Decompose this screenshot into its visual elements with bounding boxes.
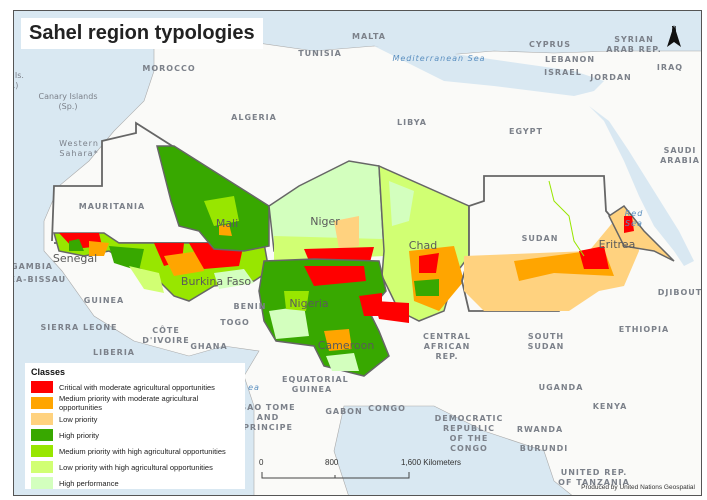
label-egypt: EGYPT <box>509 127 543 136</box>
label-equatorial-guinea: EQUATORIAL GUINEA <box>282 375 349 394</box>
legend-swatch <box>31 381 53 393</box>
label-togo: TOGO <box>220 318 250 327</box>
label-red-sea: Red Sea <box>624 209 644 228</box>
credit-text: Produced by United Nations Geospatial <box>581 484 695 491</box>
label-cameroon: Cameroon <box>317 339 375 352</box>
scale-tick-800: 800 <box>325 458 339 467</box>
label-algeria: ALGERIA <box>231 113 277 122</box>
label-madeira: ra Is. t.) <box>13 71 24 90</box>
label-iraq: IRAQ <box>656 63 684 72</box>
label-djibouti: DJIBOUTI <box>657 288 702 297</box>
legend-swatch <box>31 477 53 489</box>
label-gabon: GABON <box>325 407 363 416</box>
label-guinea-bissau: NEA-BISSAU <box>14 275 67 284</box>
legend-label: High performance <box>59 478 119 488</box>
label-mali: Mali <box>215 217 239 230</box>
label-burkina-faso: Burkina Faso <box>180 275 252 288</box>
label-lebanon: LEBANON <box>544 55 596 64</box>
label-rwanda: RWANDA <box>516 425 564 434</box>
label-central-african-rep: CENTRAL AFRICAN REP. <box>423 332 471 361</box>
label-guinea: GUINEA <box>83 296 125 305</box>
map-title: Sahel region typologies <box>21 18 263 49</box>
legend-label: Medium priority with moderate agricultur… <box>59 394 199 412</box>
legend-item: High performance <box>31 475 239 491</box>
label-liberia: LIBERIA <box>93 348 135 357</box>
legend-label: Low priority with high agricultural oppo… <box>59 462 213 472</box>
label-cote-divoire: CÔTE D'IVOIRE <box>142 326 190 345</box>
label-uganda: UGANDA <box>538 383 584 392</box>
legend-item: Low priority <box>31 411 239 427</box>
label-tanzania: UNITED REP. OF TANZANIA <box>558 468 630 487</box>
label-tunisia: TUNISIA <box>298 49 342 58</box>
label-chad: Chad <box>408 239 438 252</box>
label-niger: Niger <box>310 215 340 228</box>
label-jordan: JORDAN <box>590 73 632 82</box>
legend-item: Medium priority with high agricultural o… <box>31 443 239 459</box>
legend-label: Medium priority with high agricultural o… <box>59 446 226 456</box>
label-israel: ISRAEL <box>544 68 582 77</box>
label-mauritania: MAURITANIA <box>78 202 146 211</box>
legend-heading: Classes <box>31 367 66 377</box>
map-canvas <box>43 11 701 495</box>
label-cyprus: CYPRUS <box>529 40 571 49</box>
mali-region <box>156 145 270 252</box>
label-senegal: Senegal <box>52 252 98 265</box>
legend-label: Low priority <box>59 414 98 424</box>
label-drc: DEMOCRATIC REPUBLIC OF THE CONGO <box>434 414 504 453</box>
legend-swatch <box>31 429 53 441</box>
legend: Classes Critical with moderate agricultu… <box>25 363 245 489</box>
label-south-sudan: SOUTH SUDAN <box>527 332 565 351</box>
label-syria: SYRIAN ARAB REP. <box>606 35 662 54</box>
map[interactable]: MOROCCO ALGERIA TUNISIA MALTA LIBYA EGYP… <box>13 10 702 496</box>
legend-item: Medium priority with moderate agricultur… <box>31 394 239 412</box>
label-benin: BENIN <box>233 302 267 311</box>
label-saudi-arabia: SAUDI ARABIA <box>660 146 700 165</box>
north-arrow-icon: N <box>666 25 682 47</box>
label-sao-tome: SAO TOME AND PRINCIPE <box>240 403 296 432</box>
legend-label: High priority <box>59 430 100 440</box>
label-gulf-sea: ea <box>248 383 260 392</box>
legend-swatch <box>31 445 53 457</box>
red-sea <box>589 106 694 266</box>
scale-tick-1600: 1,600 Kilometers <box>401 458 462 467</box>
nile-river <box>548 180 585 257</box>
label-burundi: BURUNDI <box>519 444 569 453</box>
legend-label: Critical with moderate agricultural oppo… <box>59 382 215 392</box>
scale-tick-0: 0 <box>259 458 264 467</box>
label-malta: MALTA <box>352 32 386 41</box>
legend-swatch <box>31 461 53 473</box>
mediterranean-sea <box>244 11 701 96</box>
label-western-sahara: Western Sahara* <box>59 139 99 158</box>
label-eritrea: Eritrea <box>598 238 636 251</box>
label-canary-islands: Canary Islands (Sp.) <box>38 92 98 111</box>
label-sierra-leone: SIERRA LEONE <box>40 323 118 332</box>
label-libya: LIBYA <box>397 118 427 127</box>
label-kenya: KENYA <box>592 402 628 411</box>
label-congo: CONGO <box>368 404 406 413</box>
legend-item: High priority <box>31 427 239 443</box>
legend-swatch <box>31 397 53 409</box>
label-ghana: GHANA <box>190 342 228 351</box>
legend-swatch <box>31 413 53 425</box>
nigeria-cameroon-region <box>258 258 390 377</box>
label-nigeria: Nigeria <box>289 297 329 310</box>
label-mediterranean-sea: Mediterranean Sea <box>392 54 486 63</box>
label-gambia: GAMBIA <box>13 262 53 271</box>
legend-item: Low priority with high agricultural oppo… <box>31 459 239 475</box>
label-morocco: MOROCCO <box>142 64 196 73</box>
legend-item: Critical with moderate agricultural oppo… <box>31 379 239 395</box>
label-ethiopia: ETHIOPIA <box>618 325 670 334</box>
label-sudan: SUDAN <box>521 234 559 243</box>
